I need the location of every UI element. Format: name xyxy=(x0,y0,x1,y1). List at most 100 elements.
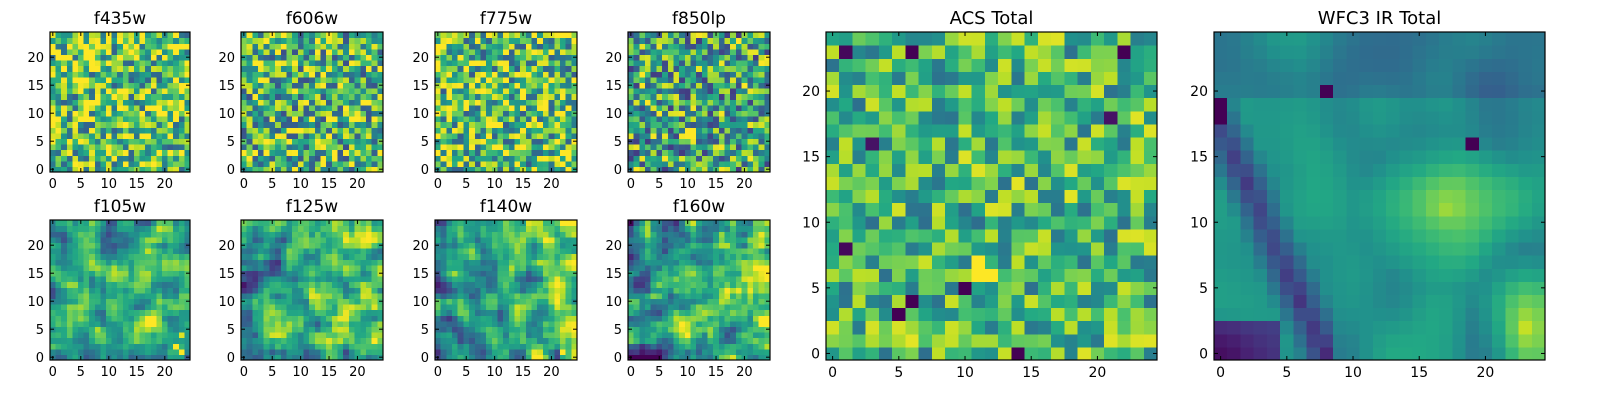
heatmap-cell xyxy=(162,65,169,72)
heatmap-cell xyxy=(150,354,157,361)
heatmap-cell xyxy=(724,71,731,78)
heatmap-cell xyxy=(537,259,544,266)
heatmap-cell xyxy=(480,138,487,145)
heatmap-cell xyxy=(531,287,538,294)
heatmap-cell xyxy=(571,71,578,78)
heatmap-cell xyxy=(741,88,748,95)
heatmap-cell xyxy=(280,99,288,106)
heatmap-cell xyxy=(440,93,447,100)
heatmap-cell xyxy=(542,292,550,299)
heatmap-cell xyxy=(752,54,760,61)
heatmap-cell xyxy=(365,166,373,173)
heatmap-cell xyxy=(542,166,550,173)
heatmap-cell xyxy=(508,309,516,316)
heatmap-cell xyxy=(365,281,373,288)
heatmap-cell xyxy=(565,253,572,260)
heatmap-cell xyxy=(764,287,771,294)
heatmap-cell xyxy=(150,155,157,162)
heatmap-cell xyxy=(167,132,174,139)
heatmap-cell xyxy=(371,248,378,255)
heatmap-cell xyxy=(348,298,356,305)
heatmap-cell xyxy=(696,54,703,61)
heatmap-cell xyxy=(741,315,748,322)
heatmap-cell xyxy=(491,132,499,139)
heatmap-cell xyxy=(718,93,726,100)
heatmap-cell xyxy=(314,320,322,327)
heatmap-cell xyxy=(752,32,760,39)
heatmap-cell xyxy=(667,32,675,39)
heatmap-cell xyxy=(650,76,657,83)
heatmap-cell xyxy=(491,304,499,311)
heatmap-cell xyxy=(537,332,544,339)
heatmap-cell xyxy=(696,276,703,283)
heatmap-cell xyxy=(371,287,378,294)
heatmap-cell xyxy=(707,332,714,339)
heatmap-cell xyxy=(679,320,686,327)
heatmap-cell xyxy=(173,138,180,145)
heatmap-cell xyxy=(365,71,373,78)
heatmap-cell xyxy=(559,71,567,78)
heatmap-cell xyxy=(145,231,152,238)
heatmap-cell xyxy=(78,298,85,305)
heatmap-cell xyxy=(360,99,367,106)
heatmap-cell xyxy=(371,304,378,311)
heatmap-cell xyxy=(89,37,96,44)
heatmap-cell xyxy=(525,104,533,111)
heatmap-cell xyxy=(258,242,265,249)
heatmap-cell xyxy=(628,304,635,311)
heatmap-cell xyxy=(117,166,124,173)
heatmap-cell xyxy=(89,231,96,238)
heatmap-cell xyxy=(258,93,265,100)
heatmap-cell xyxy=(679,281,686,288)
heatmap-cell xyxy=(548,242,555,249)
heatmap-cell xyxy=(66,332,73,339)
heatmap-cell xyxy=(50,116,57,123)
heatmap-cell xyxy=(542,259,550,266)
heatmap-cell xyxy=(83,309,90,316)
heatmap-cell xyxy=(548,60,555,67)
heatmap-cell xyxy=(463,160,470,167)
heatmap-cell xyxy=(55,65,62,72)
heatmap-cell xyxy=(718,99,726,106)
heatmap-cell xyxy=(162,248,169,255)
heatmap-cell xyxy=(520,242,527,249)
heatmap-cell xyxy=(280,304,288,311)
heatmap-cell xyxy=(645,60,652,67)
heatmap-cell xyxy=(286,43,293,50)
heatmap-cell xyxy=(684,54,692,61)
heatmap-cell xyxy=(633,60,640,67)
heatmap-cell xyxy=(360,48,367,55)
heatmap-cell xyxy=(156,144,163,151)
heatmap-cell xyxy=(531,144,538,151)
heatmap-cell xyxy=(503,32,510,39)
heatmap-cell xyxy=(554,343,561,350)
heatmap-cell xyxy=(758,60,765,67)
heatmap-cell xyxy=(491,231,499,238)
heatmap-cell xyxy=(61,220,68,227)
heatmap-cell xyxy=(440,166,447,173)
heatmap-cell xyxy=(440,220,447,227)
heatmap-cell xyxy=(83,116,90,123)
heatmap-cell xyxy=(469,276,476,283)
heatmap-cell xyxy=(309,76,316,83)
heatmap-cell xyxy=(156,326,163,333)
heatmap-cell xyxy=(263,138,270,145)
heatmap-cell xyxy=(314,259,322,266)
heatmap-cell xyxy=(134,253,141,260)
heatmap-cell xyxy=(128,32,135,39)
heatmap-cell xyxy=(354,320,361,327)
heatmap-cell xyxy=(173,76,180,83)
heatmap-cell xyxy=(297,281,305,288)
heatmap-cell xyxy=(61,304,68,311)
heatmap-cell xyxy=(508,127,516,134)
heatmap-cell xyxy=(111,220,118,227)
heatmap-cell xyxy=(542,242,550,249)
heatmap-cell xyxy=(128,236,135,243)
heatmap-cell xyxy=(469,71,476,78)
heatmap-cell xyxy=(246,343,253,350)
heatmap-cell xyxy=(111,287,118,294)
heatmap-cell xyxy=(343,32,350,39)
heatmap-cell xyxy=(508,76,516,83)
heatmap-cell xyxy=(134,298,141,305)
heatmap-cell xyxy=(162,132,169,139)
